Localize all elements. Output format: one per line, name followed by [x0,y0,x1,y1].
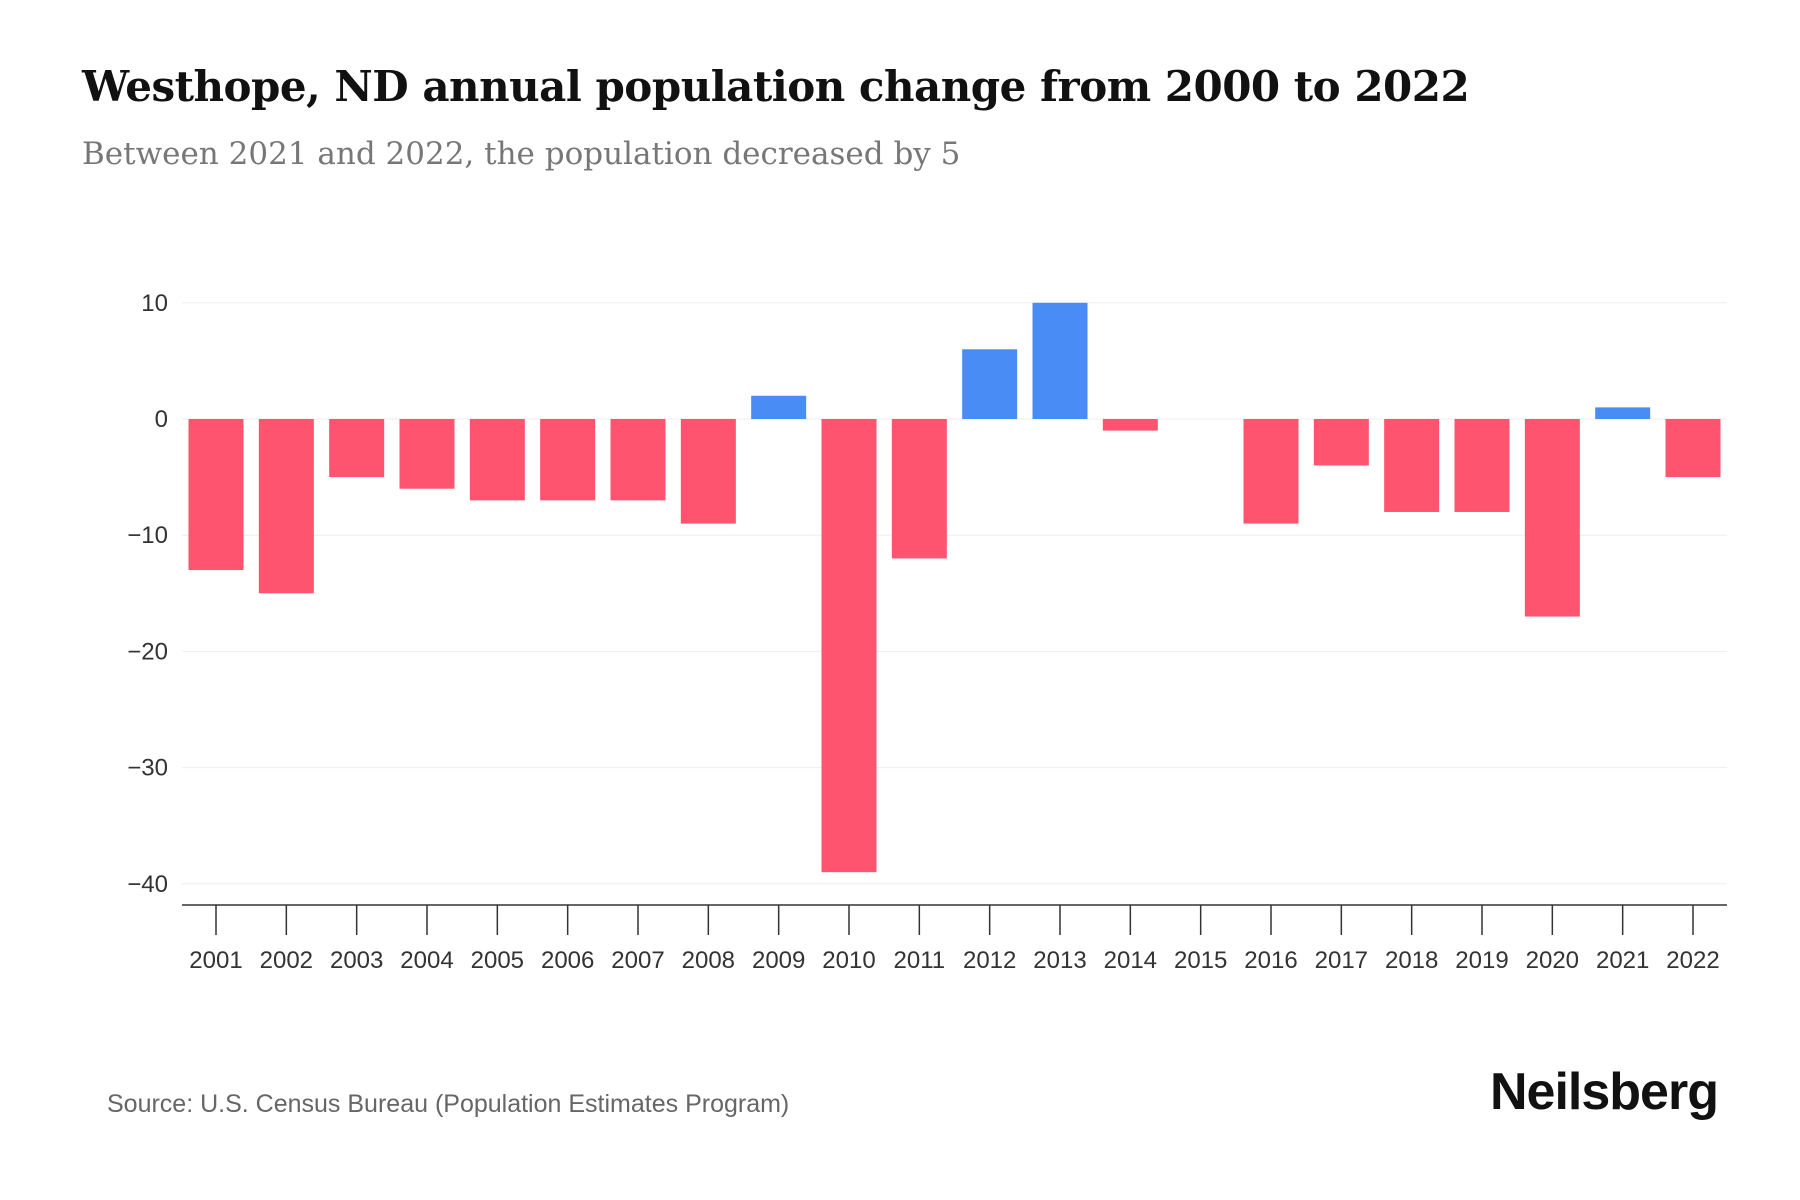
x-tick-label: 2019 [1455,947,1508,974]
bar-2003 [329,419,385,478]
bar-2005 [469,419,525,501]
y-tick-label: −40 [127,871,168,898]
x-tick-label: 2018 [1385,947,1438,974]
y-tick-label: −20 [127,638,168,665]
bar-2008 [680,419,736,524]
bar-2002 [258,419,314,594]
chart-subtitle: Between 2021 and 2022, the population de… [82,136,961,172]
bar-2012 [962,349,1018,419]
bar-2020 [1524,419,1580,617]
x-tick-label: 2022 [1666,947,1719,974]
x-tick-label: 2016 [1244,947,1297,974]
chart-title: Westhope, ND annual population change fr… [82,62,1470,111]
bar-2021 [1595,407,1651,419]
y-tick-label: −10 [127,522,168,549]
x-tick-label: 2013 [1033,947,1086,974]
bar-2017 [1313,419,1369,466]
y-tick-label: −30 [127,755,168,782]
bar-2011 [891,419,947,559]
bar-2006 [540,419,596,501]
x-tick-label: 2002 [260,947,313,974]
neilsberg-logo: Neilsberg [1490,1063,1719,1121]
bar-2010 [821,419,877,873]
x-tick-label: 2006 [541,947,594,974]
x-tick-label: 2021 [1596,947,1649,974]
x-tick-label: 2010 [822,947,875,974]
y-tick-label: 0 [155,406,168,433]
x-tick-label: 2004 [400,947,453,974]
x-tick-label: 2008 [682,947,735,974]
x-tick-label: 2005 [471,947,524,974]
bar-2019 [1454,419,1510,512]
bar-2009 [751,395,807,419]
bar-2022 [1665,419,1721,478]
bar-2013 [1032,302,1088,419]
y-tick-label: 10 [141,290,168,317]
x-tick-label: 2020 [1526,947,1579,974]
bar-2007 [610,419,666,501]
x-tick-label: 2017 [1315,947,1368,974]
bar-2018 [1384,419,1440,512]
bar-2014 [1102,419,1158,431]
x-tick-label: 2009 [752,947,805,974]
x-tick-label: 2015 [1174,947,1227,974]
bar-2004 [399,419,455,489]
x-tick-label: 2011 [894,947,946,974]
x-tick-label: 2012 [963,947,1016,974]
bar-2016 [1243,419,1299,524]
x-tick-label: 2003 [330,947,383,974]
x-tick-label: 2014 [1104,947,1157,974]
source-note: Source: U.S. Census Bureau (Population E… [107,1090,790,1118]
x-tick-label: 2001 [189,947,242,974]
bar-2001 [188,419,244,571]
x-tick-label: 2007 [611,947,664,974]
